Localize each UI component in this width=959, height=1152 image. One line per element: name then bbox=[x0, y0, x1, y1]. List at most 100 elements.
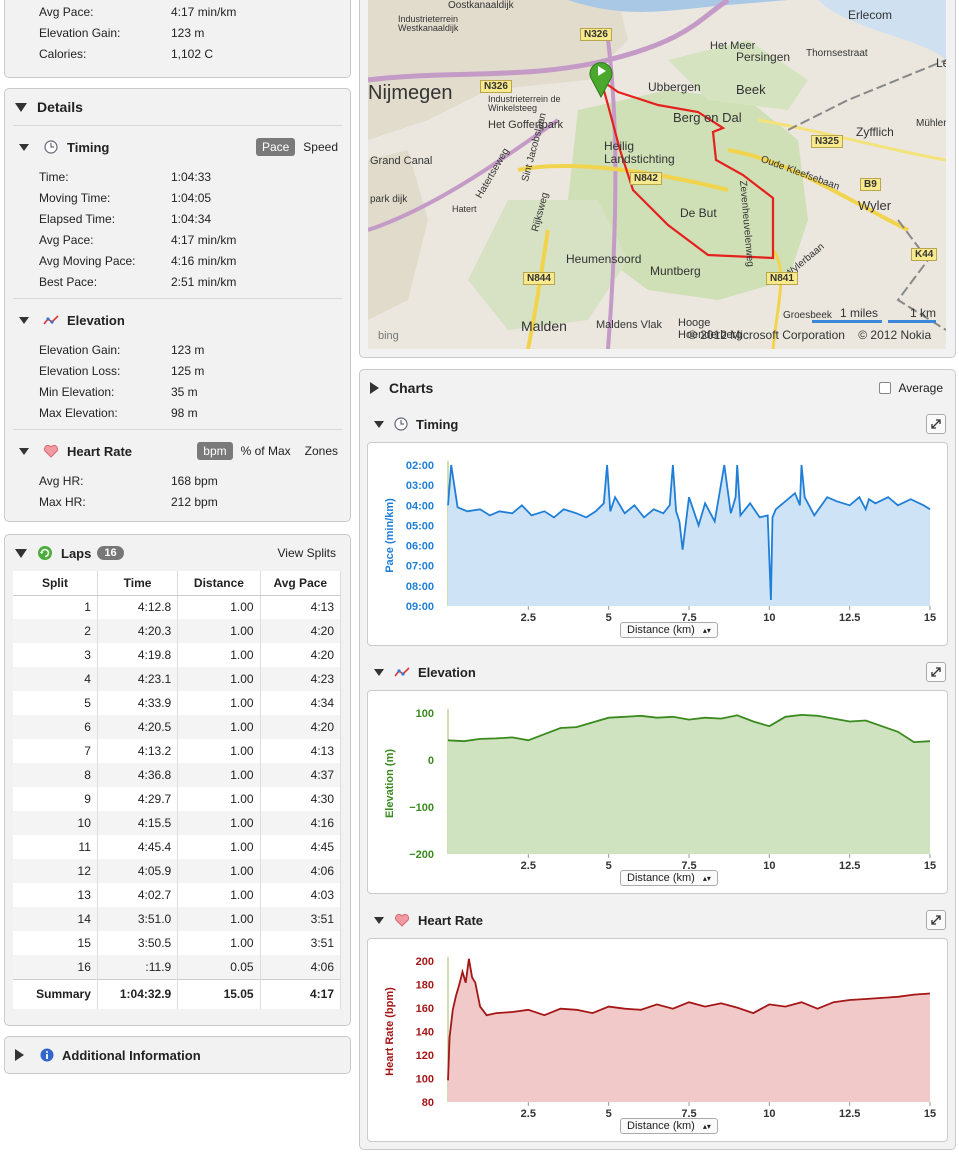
additional-info-panel[interactable]: Additional Information bbox=[4, 1036, 351, 1074]
lap-row[interactable]: 14 3:51.0 1.00 3:51 bbox=[13, 907, 342, 931]
collapse-triangle-icon[interactable] bbox=[15, 548, 27, 558]
lap-cell: 6 bbox=[13, 715, 98, 739]
timing-section-header[interactable]: Timing Pace Speed bbox=[5, 132, 350, 162]
stat-value: 1:04:33 bbox=[171, 169, 212, 184]
stat-label: Elevation Gain: bbox=[39, 342, 121, 357]
laps-panel: Laps 16 View Splits Split Time Distance Avg… bbox=[4, 534, 351, 1026]
lap-cell: 1.00 bbox=[177, 667, 261, 691]
lap-row[interactable]: 4 4:23.1 1.00 4:23 bbox=[13, 667, 342, 691]
charts-header[interactable]: Charts Average bbox=[360, 370, 955, 406]
map-place-label: Grand Canal bbox=[370, 155, 433, 167]
heart-rate-section-header[interactable]: Heart Rate bpm % of Max Zones bbox=[5, 436, 350, 466]
map-place-label: Heilig Landstichting bbox=[604, 139, 675, 166]
heart-icon bbox=[43, 443, 59, 459]
stat-label: Min Elevation: bbox=[39, 384, 115, 399]
lap-row[interactable]: 13 4:02.7 1.00 4:03 bbox=[13, 883, 342, 907]
expand-triangle-icon[interactable] bbox=[15, 1049, 24, 1061]
lap-cell: 10 bbox=[13, 811, 98, 835]
stat-value: 98 m bbox=[171, 405, 198, 420]
lap-row[interactable]: 2 4:20.3 1.00 4:20 bbox=[13, 619, 342, 643]
additional-info-title: Additional Information bbox=[62, 1047, 201, 1063]
stat-label: Elevation Loss: bbox=[39, 363, 121, 378]
charts-title: Charts bbox=[389, 380, 434, 396]
laps-column-header[interactable]: Avg Pace bbox=[260, 571, 342, 596]
lap-row[interactable]: 3 4:19.8 1.00 4:20 bbox=[13, 643, 342, 667]
lap-row[interactable]: 9 4:29.7 1.00 4:30 bbox=[13, 787, 342, 811]
stat-row: Time: 1:04:33 bbox=[5, 166, 350, 187]
lap-cell: 4:19.8 bbox=[97, 643, 179, 667]
collapse-triangle-icon[interactable] bbox=[374, 420, 384, 428]
series-line bbox=[447, 713, 931, 744]
y-tick-label: 200 bbox=[416, 956, 434, 968]
x-axis-selector[interactable]: Distance (km) ▴▾ bbox=[620, 1118, 718, 1134]
timing-title: Timing bbox=[67, 139, 110, 155]
lap-row[interactable]: 15 3:50.5 1.00 3:51 bbox=[13, 931, 342, 955]
y-tick-label: 04:00 bbox=[406, 500, 434, 512]
expand-chart-icon[interactable] bbox=[926, 910, 946, 930]
lap-row[interactable]: 1 4:12.8 1.00 4:13 bbox=[13, 595, 342, 619]
lap-row[interactable]: 10 4:15.5 1.00 4:16 bbox=[13, 811, 342, 835]
collapse-triangle-icon[interactable] bbox=[19, 143, 29, 151]
stat-row: Avg HR: 168 bpm bbox=[5, 470, 350, 491]
zones-toggle-button[interactable]: Zones bbox=[304, 444, 338, 458]
lap-row[interactable]: 7 4:13.2 1.00 4:13 bbox=[13, 739, 342, 763]
lap-row[interactable]: 11 4:45.4 1.00 4:45 bbox=[13, 835, 342, 859]
collapse-triangle-icon[interactable] bbox=[15, 102, 27, 112]
stat-row: Moving Time: 1:04:05 bbox=[5, 187, 350, 208]
y-tick-label: 09:00 bbox=[406, 601, 434, 613]
lap-row[interactable]: 6 4:20.5 1.00 4:20 bbox=[13, 715, 342, 739]
lap-cell: 4:36.8 bbox=[97, 763, 179, 787]
chart-header-elevation[interactable]: Elevation bbox=[374, 660, 476, 684]
laps-column-header[interactable]: Time bbox=[97, 571, 179, 596]
lap-cell: 1.00 bbox=[177, 931, 261, 955]
map-place-label: Nijmegen bbox=[368, 82, 453, 104]
hr-unit-toggle: bpm % of Max Zones bbox=[197, 442, 350, 460]
expand-chart-icon[interactable] bbox=[926, 662, 946, 682]
lap-cell: 1.00 bbox=[177, 787, 261, 811]
view-splits-link[interactable]: View Splits bbox=[277, 546, 336, 560]
chart-title: Elevation bbox=[418, 664, 476, 680]
route-map[interactable]: Nijmegen Industrieterrein Westkanaaldijk E… bbox=[368, 0, 946, 349]
collapse-triangle-icon[interactable] bbox=[19, 316, 29, 324]
details-header[interactable]: Details bbox=[5, 89, 350, 125]
pace-toggle-button[interactable]: Pace bbox=[255, 138, 296, 156]
x-tick-label: 5 bbox=[606, 860, 612, 872]
percent-max-toggle-button[interactable]: % of Max bbox=[240, 444, 291, 458]
chart-area-pace: 02:00 03:00 04:00 05:00 06:00 07:00 08:00 09:00… bbox=[367, 442, 948, 646]
lap-row[interactable]: 12 4:05.9 1.00 4:06 bbox=[13, 859, 342, 883]
start-pin-icon[interactable] bbox=[588, 58, 614, 101]
y-axis-label: Elevation (m) bbox=[384, 749, 396, 818]
average-checkbox[interactable] bbox=[878, 382, 891, 394]
summary-panel: Avg Pace: 4:17 min/km Elevation Gain: 123 m… bbox=[4, 0, 351, 78]
map-place-label: Hatert bbox=[452, 204, 477, 214]
lap-cell: 9 bbox=[13, 787, 98, 811]
lap-cell: 4:12.8 bbox=[97, 595, 179, 619]
lap-row[interactable]: 5 4:33.9 1.00 4:34 bbox=[13, 691, 342, 715]
x-tick-label: 15 bbox=[924, 1108, 936, 1120]
collapse-triangle-icon[interactable] bbox=[19, 447, 29, 455]
laps-column-header[interactable]: Split bbox=[13, 571, 98, 596]
collapse-triangle-icon[interactable] bbox=[374, 668, 384, 676]
laps-column-header[interactable]: Distance bbox=[177, 571, 261, 596]
x-axis-selector[interactable]: Distance (km) ▴▾ bbox=[620, 870, 718, 886]
bpm-toggle-button[interactable]: bpm bbox=[197, 442, 233, 460]
lap-cell: 4:13.2 bbox=[97, 739, 179, 763]
lap-cell: 1.00 bbox=[177, 595, 261, 619]
chart-svg: 200 180 160 140 120 100 80 2.5 5 7.5 10 12.5 15 Heart… bbox=[384, 956, 936, 1120]
chart-header-heart[interactable]: Heart Rate bbox=[374, 908, 483, 932]
lap-row[interactable]: 8 4:36.8 1.00 4:37 bbox=[13, 763, 342, 787]
speed-toggle-button[interactable]: Speed bbox=[303, 140, 338, 154]
expand-chart-icon[interactable] bbox=[926, 414, 946, 434]
x-axis-selector[interactable]: Distance (km) ▴▾ bbox=[620, 622, 718, 638]
lap-row[interactable]: 16:11.9 0.05 4:06 bbox=[13, 955, 342, 979]
chart-header-pace[interactable]: Timing bbox=[374, 412, 458, 436]
laps-header[interactable]: Laps 16 View Splits bbox=[5, 535, 350, 571]
pace-speed-toggle: Pace Speed bbox=[255, 138, 350, 156]
collapse-triangle-icon[interactable] bbox=[374, 916, 384, 924]
stat-label: Avg Moving Pace: bbox=[39, 253, 136, 268]
stat-value: 1:04:05 bbox=[171, 190, 212, 205]
elevation-section-header[interactable]: Elevation bbox=[5, 305, 350, 335]
series-area bbox=[448, 465, 930, 606]
x-axis-label: Distance (km) bbox=[627, 872, 695, 884]
expand-triangle-icon[interactable] bbox=[370, 382, 379, 394]
